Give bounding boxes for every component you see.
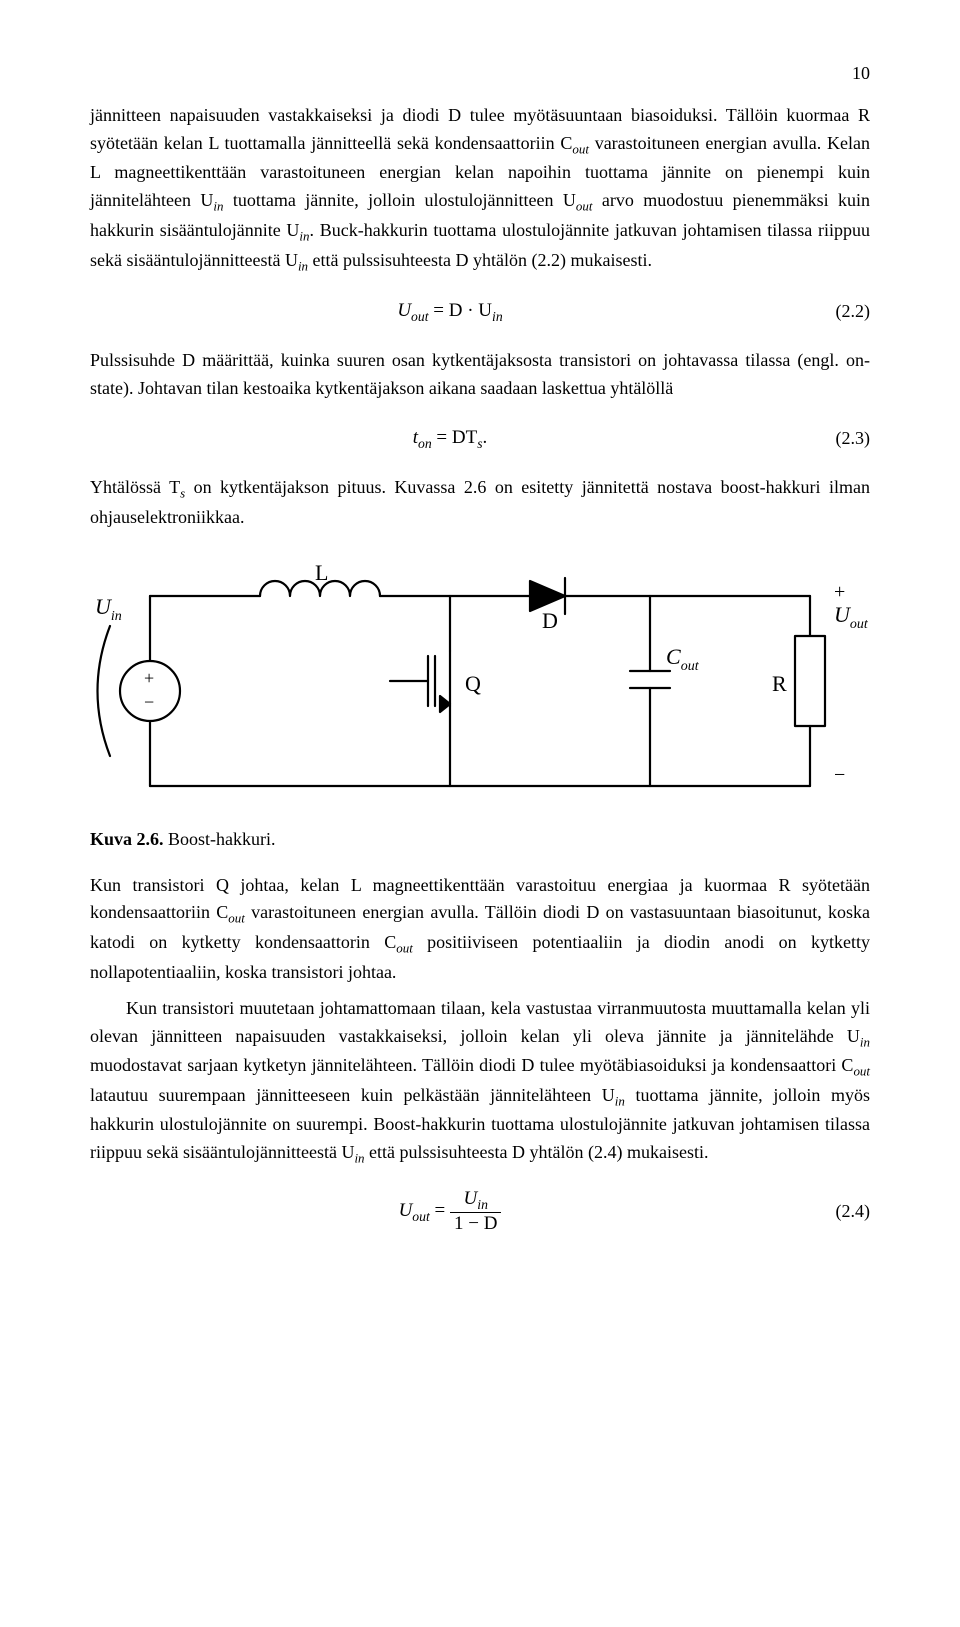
svg-text:−: −	[144, 692, 154, 712]
svg-text:Cout: Cout	[666, 644, 700, 674]
equation-2-2-number: (2.2)	[810, 298, 870, 326]
equation-2-3: ton = DTs. (2.3)	[90, 423, 870, 454]
svg-text:−: −	[834, 764, 845, 786]
paragraph-2: Pulssisuhde D määrittää, kuinka suuren o…	[90, 347, 870, 403]
svg-text:Uin: Uin	[95, 594, 122, 624]
paragraph-1: jännitteen napaisuuden vastakkaiseksi ja…	[90, 102, 870, 276]
page-number: 10	[90, 60, 870, 88]
svg-text:D: D	[542, 608, 558, 633]
paragraph-5: Kun transistori muutetaan johtamattomaan…	[90, 995, 870, 1169]
equation-2-4-number: (2.4)	[810, 1198, 870, 1226]
boost-converter-circuit: Uin L D Q Cout R + Uout − + −	[90, 556, 870, 816]
equation-2-3-number: (2.3)	[810, 425, 870, 453]
svg-text:Q: Q	[465, 671, 481, 696]
svg-text:+: +	[144, 668, 154, 688]
svg-text:+: +	[834, 581, 845, 603]
equation-2-4: Uout = Uin1 − D (2.4)	[90, 1189, 870, 1235]
svg-text:Uout: Uout	[834, 602, 869, 632]
svg-text:L: L	[315, 560, 328, 585]
paragraph-3: Yhtälössä Ts on kytkentäjakson pituus. K…	[90, 474, 870, 532]
svg-text:R: R	[772, 671, 787, 696]
figure-2-6-caption: Kuva 2.6. Boost-hakkuri.	[90, 826, 870, 854]
equation-2-2: Uout = D · Uin (2.2)	[90, 296, 870, 327]
paragraph-4: Kun transistori Q johtaa, kelan L magnee…	[90, 872, 870, 987]
